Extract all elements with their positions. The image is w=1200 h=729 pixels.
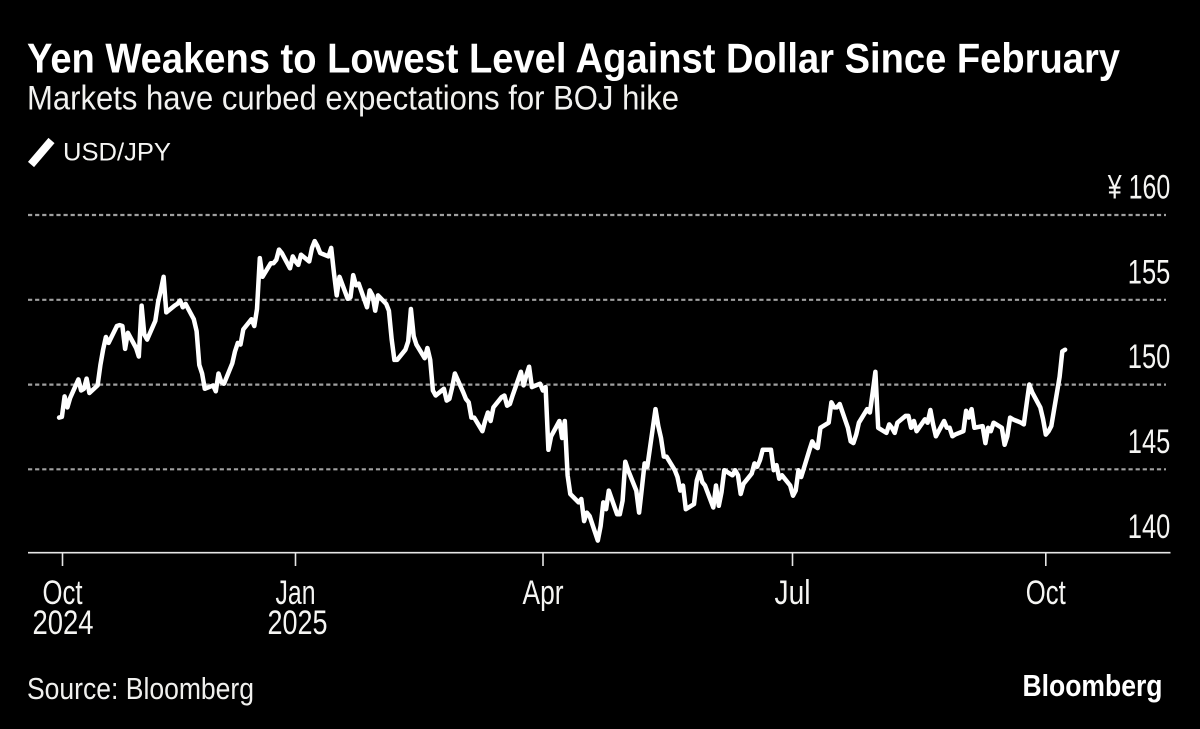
svg-text:Bloomberg: Bloomberg: [1023, 668, 1163, 703]
svg-text:¥ 160: ¥ 160: [1107, 169, 1170, 207]
svg-text:Yen Weakens to Lowest Level Ag: Yen Weakens to Lowest Level Against Doll…: [27, 35, 1121, 82]
svg-text:145: 145: [1128, 423, 1171, 461]
svg-text:USD/JPY: USD/JPY: [63, 139, 171, 167]
svg-text:Jan: Jan: [276, 574, 316, 612]
svg-text:150: 150: [1128, 338, 1171, 376]
svg-text:Apr: Apr: [523, 574, 564, 612]
svg-text:Oct: Oct: [43, 574, 83, 612]
svg-text:Source: Bloomberg: Source: Bloomberg: [27, 671, 254, 706]
svg-text:Oct: Oct: [1026, 574, 1066, 612]
svg-text:2025: 2025: [268, 604, 328, 642]
svg-text:155: 155: [1128, 254, 1171, 292]
svg-text:Markets have curbed expectatio: Markets have curbed expectations for BOJ…: [27, 80, 679, 118]
svg-text:140: 140: [1128, 508, 1171, 546]
svg-text:2024: 2024: [33, 604, 94, 642]
svg-text:Jul: Jul: [775, 574, 811, 612]
